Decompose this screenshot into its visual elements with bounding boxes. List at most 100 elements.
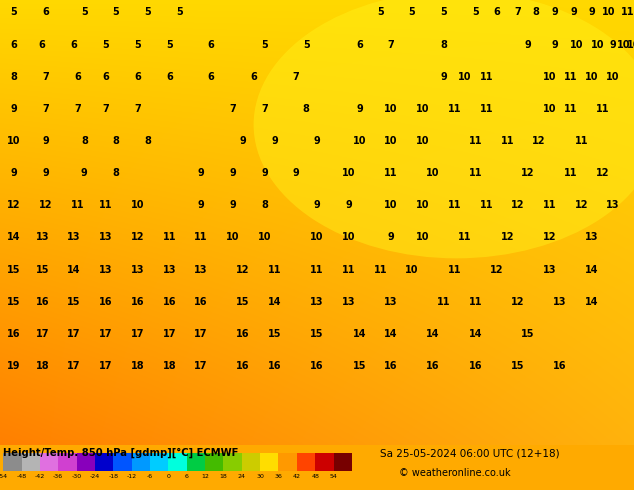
Text: 10: 10 xyxy=(458,72,472,82)
Text: 13: 13 xyxy=(553,297,567,307)
Text: 15: 15 xyxy=(511,361,525,371)
Text: 10: 10 xyxy=(310,232,324,243)
Text: 16: 16 xyxy=(236,329,250,339)
Text: 7: 7 xyxy=(134,104,141,114)
Text: 9: 9 xyxy=(11,168,17,178)
Text: 5: 5 xyxy=(409,7,415,18)
Text: 48: 48 xyxy=(311,474,319,479)
Text: 7: 7 xyxy=(42,72,49,82)
Text: 14: 14 xyxy=(585,265,598,275)
Bar xyxy=(242,453,260,471)
Text: 6: 6 xyxy=(74,72,81,82)
Text: 15: 15 xyxy=(236,297,250,307)
Text: 9: 9 xyxy=(230,200,236,210)
Text: 12: 12 xyxy=(521,168,535,178)
Bar xyxy=(132,453,150,471)
Text: 11: 11 xyxy=(500,136,514,146)
Text: 13: 13 xyxy=(131,265,145,275)
Text: 10: 10 xyxy=(543,72,557,82)
Text: 11: 11 xyxy=(564,104,578,114)
Text: 5: 5 xyxy=(103,40,109,49)
Text: 10: 10 xyxy=(416,200,430,210)
Text: 11: 11 xyxy=(469,297,482,307)
Text: 10: 10 xyxy=(342,168,356,178)
Text: 5: 5 xyxy=(166,40,172,49)
Text: 6: 6 xyxy=(166,72,172,82)
Text: 15: 15 xyxy=(268,329,281,339)
Text: 10: 10 xyxy=(342,232,356,243)
Text: 12: 12 xyxy=(511,200,525,210)
Text: 9: 9 xyxy=(552,40,558,49)
Text: 7: 7 xyxy=(103,104,109,114)
Text: 8: 8 xyxy=(81,136,87,146)
Text: 9: 9 xyxy=(261,168,268,178)
Bar xyxy=(40,453,58,471)
Text: 13: 13 xyxy=(585,232,598,243)
Text: 10: 10 xyxy=(353,136,366,146)
Text: 10: 10 xyxy=(543,104,557,114)
Text: 5: 5 xyxy=(145,7,151,18)
Text: 11: 11 xyxy=(448,265,462,275)
Text: 9: 9 xyxy=(198,168,204,178)
Text: 6: 6 xyxy=(208,40,214,49)
Text: 9: 9 xyxy=(230,168,236,178)
Text: 11: 11 xyxy=(99,200,113,210)
Text: -54: -54 xyxy=(0,474,8,479)
Text: 7: 7 xyxy=(261,104,268,114)
Text: 8: 8 xyxy=(441,40,447,49)
Text: 10: 10 xyxy=(627,40,634,49)
Text: 17: 17 xyxy=(194,329,208,339)
Text: 7: 7 xyxy=(230,104,236,114)
Text: 11: 11 xyxy=(595,104,609,114)
Text: 16: 16 xyxy=(131,297,145,307)
Text: 9: 9 xyxy=(525,40,531,49)
Text: 10: 10 xyxy=(416,104,430,114)
Text: 16: 16 xyxy=(268,361,281,371)
Text: 10: 10 xyxy=(591,40,605,49)
Text: 5: 5 xyxy=(441,7,447,18)
Text: 14: 14 xyxy=(384,329,398,339)
Text: -18: -18 xyxy=(108,474,119,479)
Text: 14: 14 xyxy=(585,297,598,307)
Ellipse shape xyxy=(254,0,634,258)
Text: 24: 24 xyxy=(238,474,246,479)
Text: 7: 7 xyxy=(293,72,299,82)
Text: 17: 17 xyxy=(99,361,113,371)
Bar xyxy=(315,453,333,471)
Text: 11: 11 xyxy=(469,136,482,146)
Bar xyxy=(113,453,132,471)
Text: 13: 13 xyxy=(310,297,324,307)
Text: -48: -48 xyxy=(16,474,27,479)
Text: -24: -24 xyxy=(90,474,100,479)
Text: 16: 16 xyxy=(310,361,324,371)
Text: 9: 9 xyxy=(293,168,299,178)
Text: 6: 6 xyxy=(356,40,363,49)
Text: 11: 11 xyxy=(194,232,208,243)
Text: 9: 9 xyxy=(314,136,320,146)
Text: 10: 10 xyxy=(570,40,584,49)
Text: 9: 9 xyxy=(356,104,363,114)
Text: 16: 16 xyxy=(553,361,567,371)
Text: 9: 9 xyxy=(552,7,558,18)
Text: 9: 9 xyxy=(588,7,595,18)
Text: 7: 7 xyxy=(388,40,394,49)
Text: 8: 8 xyxy=(261,200,268,210)
Text: 6: 6 xyxy=(71,40,77,49)
Text: 18: 18 xyxy=(219,474,227,479)
Bar xyxy=(205,453,223,471)
Text: 10: 10 xyxy=(384,200,398,210)
Text: 9: 9 xyxy=(314,200,320,210)
Text: 14: 14 xyxy=(268,297,281,307)
Text: 10: 10 xyxy=(616,40,630,49)
Text: 7: 7 xyxy=(42,104,49,114)
Text: 9: 9 xyxy=(610,40,616,49)
Text: 18: 18 xyxy=(36,361,49,371)
Text: 11: 11 xyxy=(621,7,634,18)
Bar xyxy=(77,453,95,471)
Text: 16: 16 xyxy=(236,361,250,371)
Bar xyxy=(22,453,40,471)
Text: 10: 10 xyxy=(7,136,21,146)
Text: 13: 13 xyxy=(99,265,113,275)
Text: 36: 36 xyxy=(275,474,282,479)
Text: 8: 8 xyxy=(303,104,309,114)
